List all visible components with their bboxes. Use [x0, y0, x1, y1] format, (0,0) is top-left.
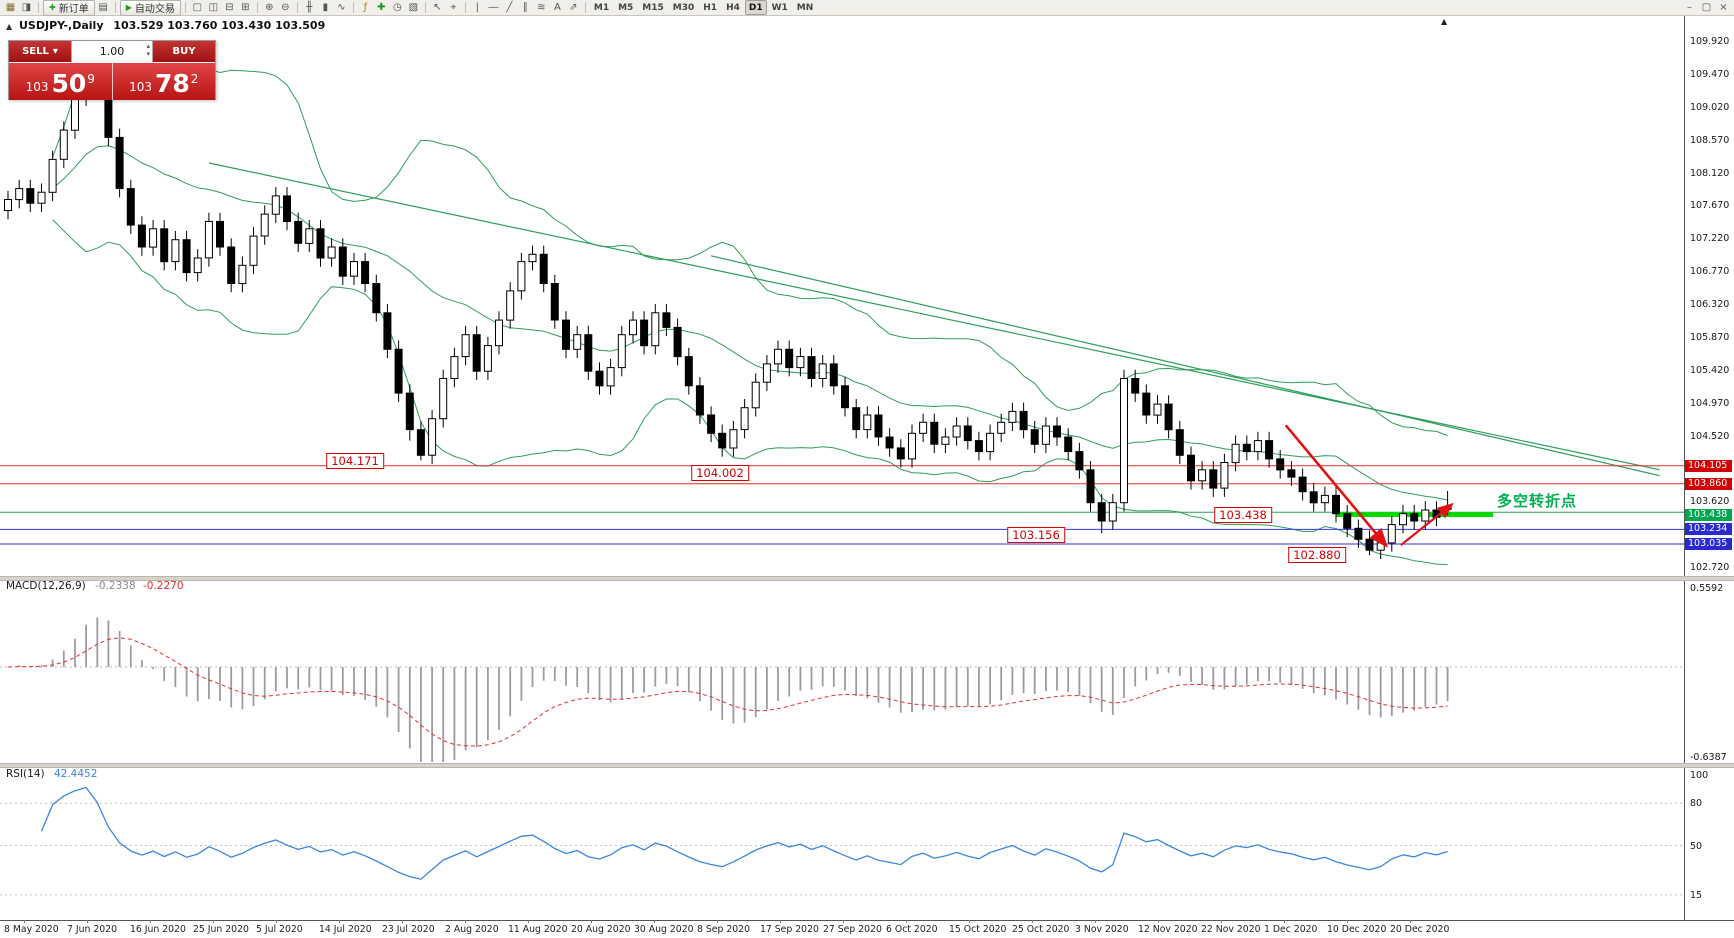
candlestick-chart-icon[interactable]: ▮	[322, 2, 329, 13]
toolbar-separator	[114, 2, 116, 13]
zoom-in-icon[interactable]: ⊕	[265, 2, 274, 13]
chart-title: ▲ USDJPY-,Daily 103.529 103.760 103.430 …	[6, 19, 325, 32]
volume-value: 1.00	[99, 45, 125, 58]
sell-price-prefix: 103	[25, 80, 49, 94]
auto-trading-button-label: 自动交易	[134, 4, 175, 15]
templates-icon[interactable]: ▧	[408, 2, 419, 13]
toolbar-separator	[256, 2, 258, 13]
macd-indicator-label: MACD(12,26,9) -0.2338 -0.2270	[6, 580, 184, 592]
one-click-trading-widget: SELL ▾ 1.00 ▴ ▾ BUY 103 50 9 103 78 2	[8, 40, 216, 100]
ohlc-values: 103.529 103.760 103.430 103.509	[113, 19, 326, 32]
panel-separator[interactable]	[0, 576, 1734, 581]
new-order-button-label: 新订单	[58, 4, 89, 15]
volume-decrease-button[interactable]: ▾	[146, 50, 150, 58]
text-label-icon[interactable]: A	[553, 2, 561, 13]
auto-trading-button[interactable]: ▶ 自动交易	[119, 0, 181, 16]
level-label-box[interactable]: 102.880	[1288, 547, 1346, 564]
window-restore-icon[interactable]: ▢	[1701, 2, 1712, 13]
indicators-icon[interactable]: ƒ	[363, 2, 368, 13]
window-minimize-icon[interactable]: –	[1687, 2, 1692, 13]
toolbar: ▦ ◨ ✚ 新订单 ▤ ▶ 自动交易 ▢ ◫ ⊟ ⊞ ⊕ ⊖ ╫ ▮ ∿ ƒ ✚ ◷ ▧ ↖ ⌖ | ― ╱ ∥ ≋ A ⇗ M1 M5 M1…	[0, 0, 1734, 16]
periods-icon[interactable]: ◷	[392, 2, 402, 13]
arrow-object-icon[interactable]: ⇗	[569, 2, 578, 13]
new-order-button-icon: ✚	[49, 3, 56, 12]
new-chart-icon[interactable]: ▦	[5, 2, 16, 13]
collapse-widget-icon[interactable]: ▲	[6, 22, 13, 31]
timeframe-m15[interactable]: M15	[642, 2, 664, 13]
rsi-title: RSI(14)	[6, 768, 45, 780]
time-axis[interactable]	[0, 920, 1734, 938]
level-label-box[interactable]: 104.171	[326, 452, 384, 469]
line-chart-icon[interactable]: ∿	[337, 2, 346, 13]
profiles-icon[interactable]: ◨	[21, 2, 32, 13]
timeframe-mn[interactable]: MN	[796, 2, 814, 13]
buy-header[interactable]: BUY	[153, 41, 215, 62]
panel-separator[interactable]	[0, 763, 1734, 768]
toolbar-separator	[184, 2, 186, 13]
timeframe-d1[interactable]: D1	[744, 0, 767, 15]
volume-increase-button[interactable]: ▴	[146, 42, 150, 50]
rsi-indicator-label: RSI(14) 42.4452	[6, 768, 97, 780]
level-label-box[interactable]: 103.438	[1214, 506, 1272, 523]
macd-signal-value: -0.2270	[142, 580, 184, 592]
volume-input[interactable]: 1.00 ▴ ▾	[71, 41, 153, 62]
buy-price-big: 78	[154, 69, 190, 98]
toolbar-separator	[296, 2, 298, 13]
sell-price-big: 50	[51, 69, 87, 98]
caret-down-icon: ▾	[52, 46, 58, 57]
crosshair-icon[interactable]: ⌖	[450, 2, 457, 13]
symbol-period-label: USDJPY-,Daily	[19, 19, 104, 32]
timeframe-m5[interactable]: M5	[618, 2, 634, 13]
annotation-text[interactable]: 多空转折点	[1497, 492, 1578, 510]
add-indicator-icon[interactable]: ✚	[377, 2, 386, 13]
sell-label: SELL	[22, 46, 49, 57]
buy-button[interactable]: 103 78 2	[111, 63, 215, 100]
toolbar-separator	[464, 2, 466, 13]
new-order-button[interactable]: ✚ 新订单	[43, 0, 95, 16]
chart-windows-icon[interactable]: ▤	[98, 2, 108, 13]
bar-chart-icon[interactable]: ╫	[306, 2, 313, 13]
vertical-line-icon[interactable]: |	[475, 2, 480, 13]
sell-header[interactable]: SELL ▾	[9, 41, 71, 62]
buy-price-sup: 2	[190, 72, 199, 86]
timeframe-w1[interactable]: W1	[771, 2, 788, 13]
minimize-all-icon[interactable]: ⊟	[225, 2, 234, 13]
toolbar-separator	[352, 2, 354, 13]
arrange-windows-icon[interactable]: ⊞	[241, 2, 250, 13]
zoom-out-icon[interactable]: ⊖	[281, 2, 290, 13]
rsi-value: 42.4452	[53, 768, 98, 780]
level-label-box[interactable]: 104.002	[691, 465, 749, 482]
toolbar-separator	[584, 2, 586, 13]
sell-button[interactable]: 103 50 9	[9, 63, 112, 100]
timeframe-h4[interactable]: H4	[726, 2, 740, 13]
cascade-windows-icon[interactable]: ▢	[192, 2, 203, 13]
level-label-box[interactable]: 103.156	[1007, 527, 1065, 544]
macd-main-value: -0.2338	[95, 580, 136, 592]
trendline-icon[interactable]: ╱	[506, 2, 513, 13]
scroll-to-end-marker[interactable]: ▲	[1441, 17, 1448, 26]
sell-price-sup: 9	[87, 72, 95, 86]
cursor-icon[interactable]: ↖	[433, 2, 442, 13]
toolbar-separator	[424, 2, 426, 13]
horizontal-line-icon[interactable]: ―	[488, 2, 499, 13]
buy-price-prefix: 103	[129, 80, 152, 94]
fibonacci-icon[interactable]: ≋	[537, 2, 546, 13]
macd-title: MACD(12,26,9)	[6, 580, 86, 592]
timeframe-h1[interactable]: H1	[703, 2, 718, 13]
channel-icon[interactable]: ∥	[522, 2, 528, 13]
tile-windows-icon[interactable]: ◫	[208, 2, 219, 13]
window-close-icon[interactable]: ×	[1719, 2, 1728, 13]
timeframe-m1[interactable]: M1	[593, 2, 610, 13]
toolbar-right-group: – ▢ ×	[1682, 1, 1731, 15]
auto-trading-button-icon: ▶	[125, 3, 132, 12]
timeframe-m30[interactable]: M30	[672, 2, 695, 13]
toolbar-separator	[38, 2, 39, 13]
